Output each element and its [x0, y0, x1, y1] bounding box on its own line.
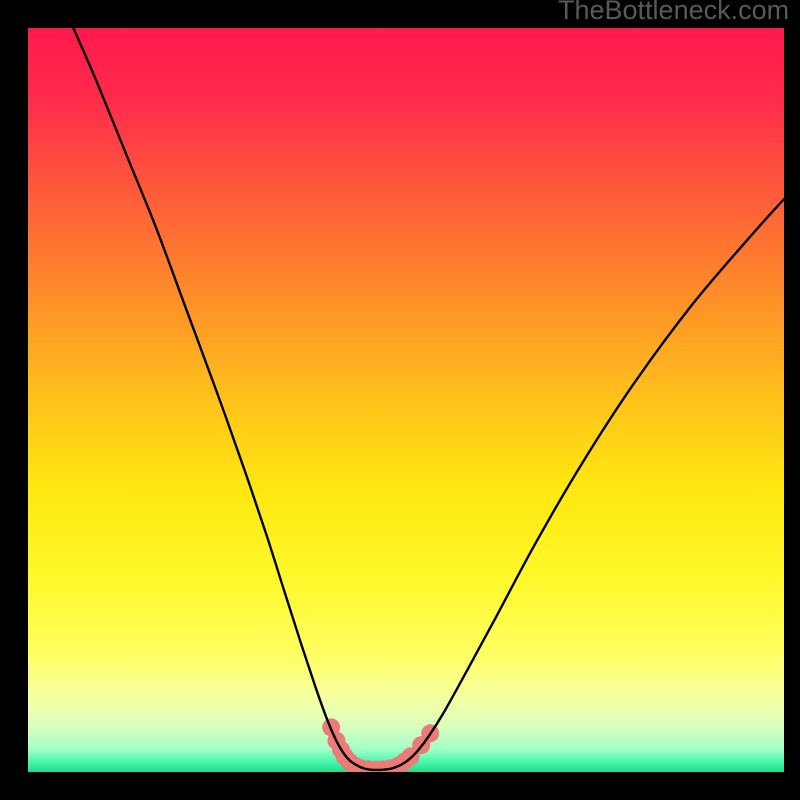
gradient-background	[28, 28, 784, 772]
chart-frame: TheBottleneck.com	[0, 0, 800, 800]
bottleneck-curve-chart	[28, 28, 784, 772]
watermark-text: TheBottleneck.com	[558, 0, 789, 26]
